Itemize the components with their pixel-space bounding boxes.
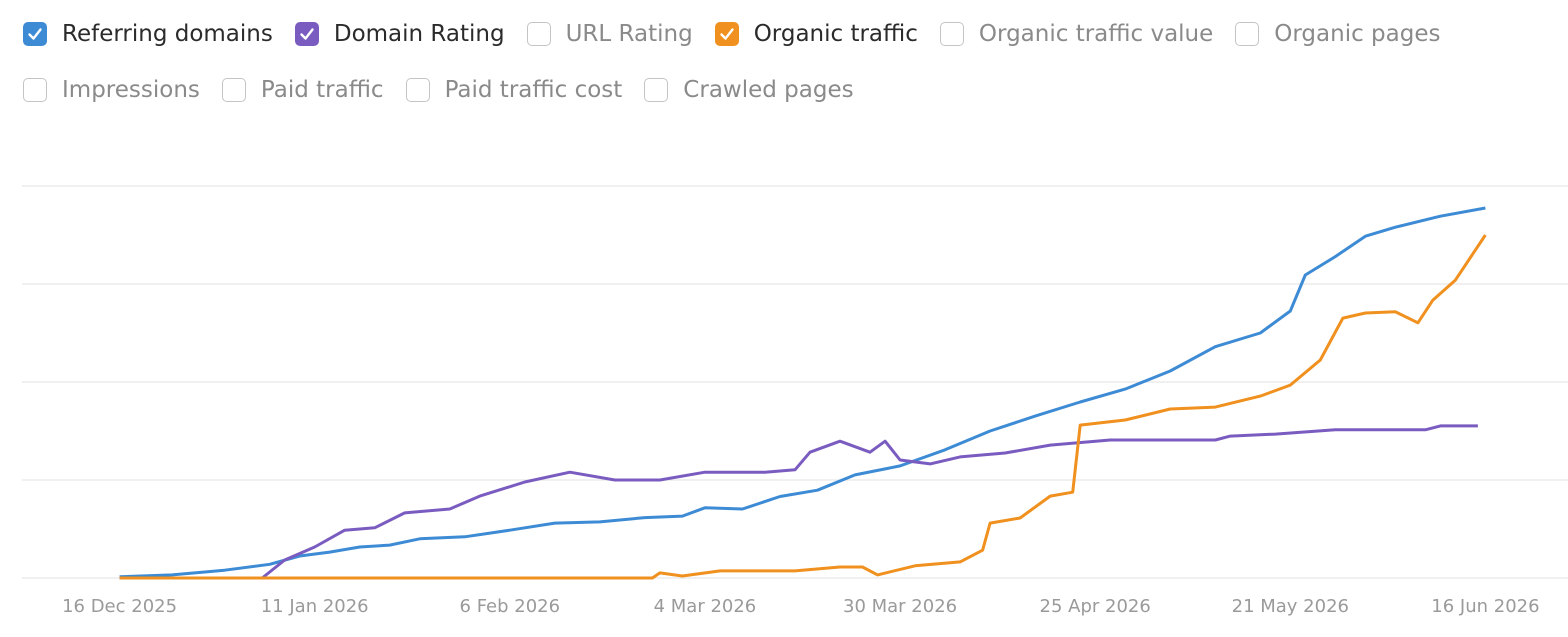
x-tick-label: 16 Dec 2025: [62, 596, 177, 617]
checkbox[interactable]: [221, 78, 246, 102]
metric-checkbox[interactable]: Paid traffic cost: [405, 70, 623, 110]
x-tick-label: 30 Mar 2026: [843, 596, 957, 617]
checkbox[interactable]: [23, 22, 47, 46]
checkbox[interactable]: [1235, 22, 1260, 46]
legend-label: Domain Rating: [333, 21, 505, 47]
legend-label: Referring domains: [62, 21, 273, 47]
check-mark: [300, 28, 314, 40]
metric-checkbox[interactable]: Referring domains: [23, 14, 273, 54]
metric-checkbox[interactable]: Organic pages: [1235, 14, 1440, 54]
metric-checkbox[interactable]: Impressions: [23, 70, 200, 110]
legend-label: Crawled pages: [683, 77, 854, 103]
checkbox[interactable]: [714, 22, 739, 46]
metric-checkbox[interactable]: Paid traffic: [221, 70, 384, 110]
legend-label: Paid traffic: [260, 77, 384, 103]
checkbox[interactable]: [23, 78, 47, 102]
legend-label: Impressions: [62, 77, 200, 103]
metric-checkbox[interactable]: Domain Rating: [294, 14, 505, 54]
legend-label: URL Rating: [565, 21, 693, 47]
metric-checkbox[interactable]: URL Rating: [526, 14, 693, 54]
checkbox[interactable]: [405, 78, 430, 102]
checkbox[interactable]: [294, 22, 319, 46]
x-tick-label: 4 Mar 2026: [654, 596, 757, 617]
check-mark: [719, 28, 734, 40]
x-tick-label: 6 Feb 2026: [460, 596, 561, 617]
series-line: [119, 234, 1487, 580]
checkbox[interactable]: [939, 22, 964, 46]
metric-checkbox[interactable]: Crawled pages: [644, 70, 854, 110]
metric-checkbox[interactable]: Organic traffic: [714, 14, 918, 54]
checkbox[interactable]: [644, 78, 669, 102]
legend-label: Organic traffic: [753, 21, 918, 47]
legend-label: Organic pages: [1274, 21, 1441, 47]
x-tick-label: 16 Jun 2026: [1431, 596, 1539, 617]
x-tick-label: 21 May 2026: [1232, 596, 1349, 617]
series-line: [119, 424, 1478, 580]
check-mark: [28, 28, 42, 40]
legend-label: Paid traffic cost: [444, 77, 623, 103]
x-tick-label: 11 Jan 2026: [261, 596, 369, 617]
x-tick-label: 25 Apr 2026: [1040, 596, 1151, 617]
metric-checkbox[interactable]: Organic traffic value: [939, 14, 1214, 54]
checkbox[interactable]: [526, 22, 551, 46]
series-line: [119, 206, 1486, 579]
metric-toggles: Referring domains Domain Rating URL Rating…: [23, 14, 1563, 110]
legend-label: Organic traffic value: [978, 21, 1214, 47]
